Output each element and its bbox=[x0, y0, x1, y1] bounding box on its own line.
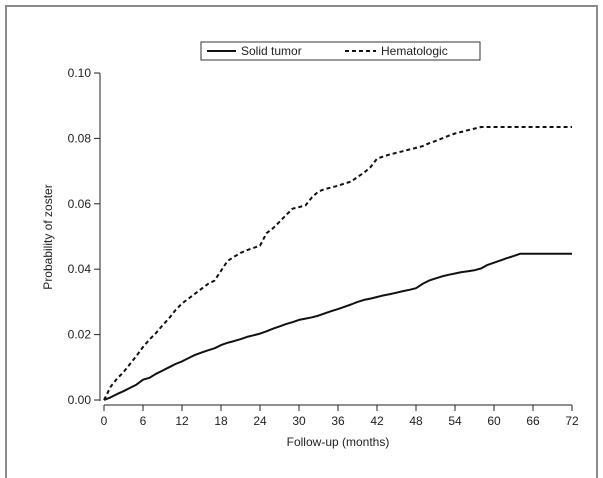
legend-label-hematologic: Hematologic bbox=[381, 44, 448, 58]
x-tick-label: 54 bbox=[448, 414, 462, 428]
x-tick-label: 66 bbox=[526, 414, 540, 428]
x-tick-label: 6 bbox=[140, 414, 147, 428]
x-tick-label: 72 bbox=[565, 414, 579, 428]
series-layer bbox=[103, 126, 572, 401]
y-tick-label: 0.08 bbox=[68, 131, 92, 145]
y-axis-title: Probability of zoster bbox=[41, 184, 55, 289]
series-line-hematologic bbox=[103, 126, 572, 401]
x-tick-label: 24 bbox=[253, 414, 267, 428]
legend-box bbox=[200, 41, 481, 61]
y-tick-label: 0.04 bbox=[68, 262, 92, 276]
y-tick-label: 0.10 bbox=[68, 66, 92, 80]
x-tick-label: 18 bbox=[214, 414, 228, 428]
y-tick-label: 0.02 bbox=[68, 328, 92, 342]
x-axis-title: Follow-up (months) bbox=[287, 435, 390, 449]
figure-frame bbox=[5, 5, 598, 478]
legend: Solid tumor Hematologic bbox=[200, 41, 481, 61]
x-ticks: 0 6 12 18 24 30 36 42 48 54 60 66 72 bbox=[101, 405, 579, 428]
x-tick-label: 42 bbox=[370, 414, 384, 428]
axes: 0.00 0.02 0.04 0.06 0.08 0.10 0 6 12 18 24 30 36 42 4… bbox=[41, 66, 579, 449]
y-ticks: 0.00 0.02 0.04 0.06 0.08 0.10 bbox=[68, 66, 100, 407]
x-tick-label: 12 bbox=[175, 414, 189, 428]
x-tick-label: 60 bbox=[487, 414, 501, 428]
x-tick-label: 48 bbox=[409, 414, 423, 428]
x-tick-label: 30 bbox=[292, 414, 306, 428]
legend-label-solid-tumor: Solid tumor bbox=[241, 44, 302, 58]
y-tick-label: 0.06 bbox=[68, 197, 92, 211]
y-tick-label: 0.00 bbox=[68, 393, 92, 407]
series-line-solid-tumor bbox=[103, 252, 572, 401]
x-tick-label: 0 bbox=[101, 414, 108, 428]
x-tick-label: 36 bbox=[331, 414, 345, 428]
